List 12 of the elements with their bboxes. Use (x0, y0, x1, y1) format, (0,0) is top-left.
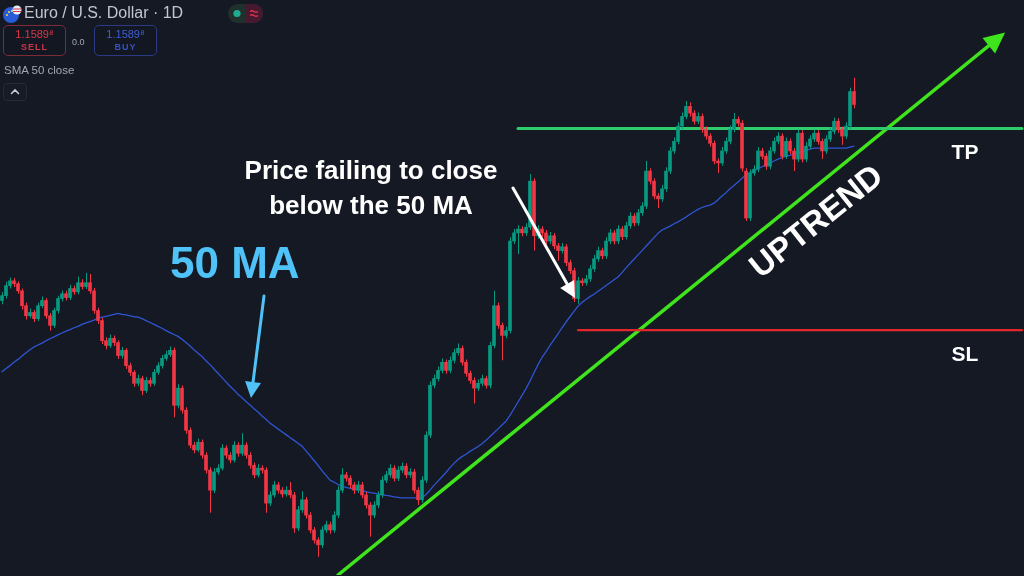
candlestick (64, 290, 68, 301)
text: SMA 50 close (4, 64, 75, 76)
text: 0.0 (72, 37, 85, 47)
candlestick (12, 277, 16, 288)
sell-button: 1.1589⁸ SELL (3, 25, 66, 56)
buy-button: 1.1589⁸ BUY (94, 25, 157, 56)
chart-title: Euro / U.S. Dollar · 1D (24, 4, 184, 21)
candlestick (148, 377, 152, 387)
candlestick (136, 374, 140, 387)
candlestick (84, 272, 88, 289)
candlestick (80, 279, 84, 290)
annotation: 50 MA (170, 238, 300, 288)
